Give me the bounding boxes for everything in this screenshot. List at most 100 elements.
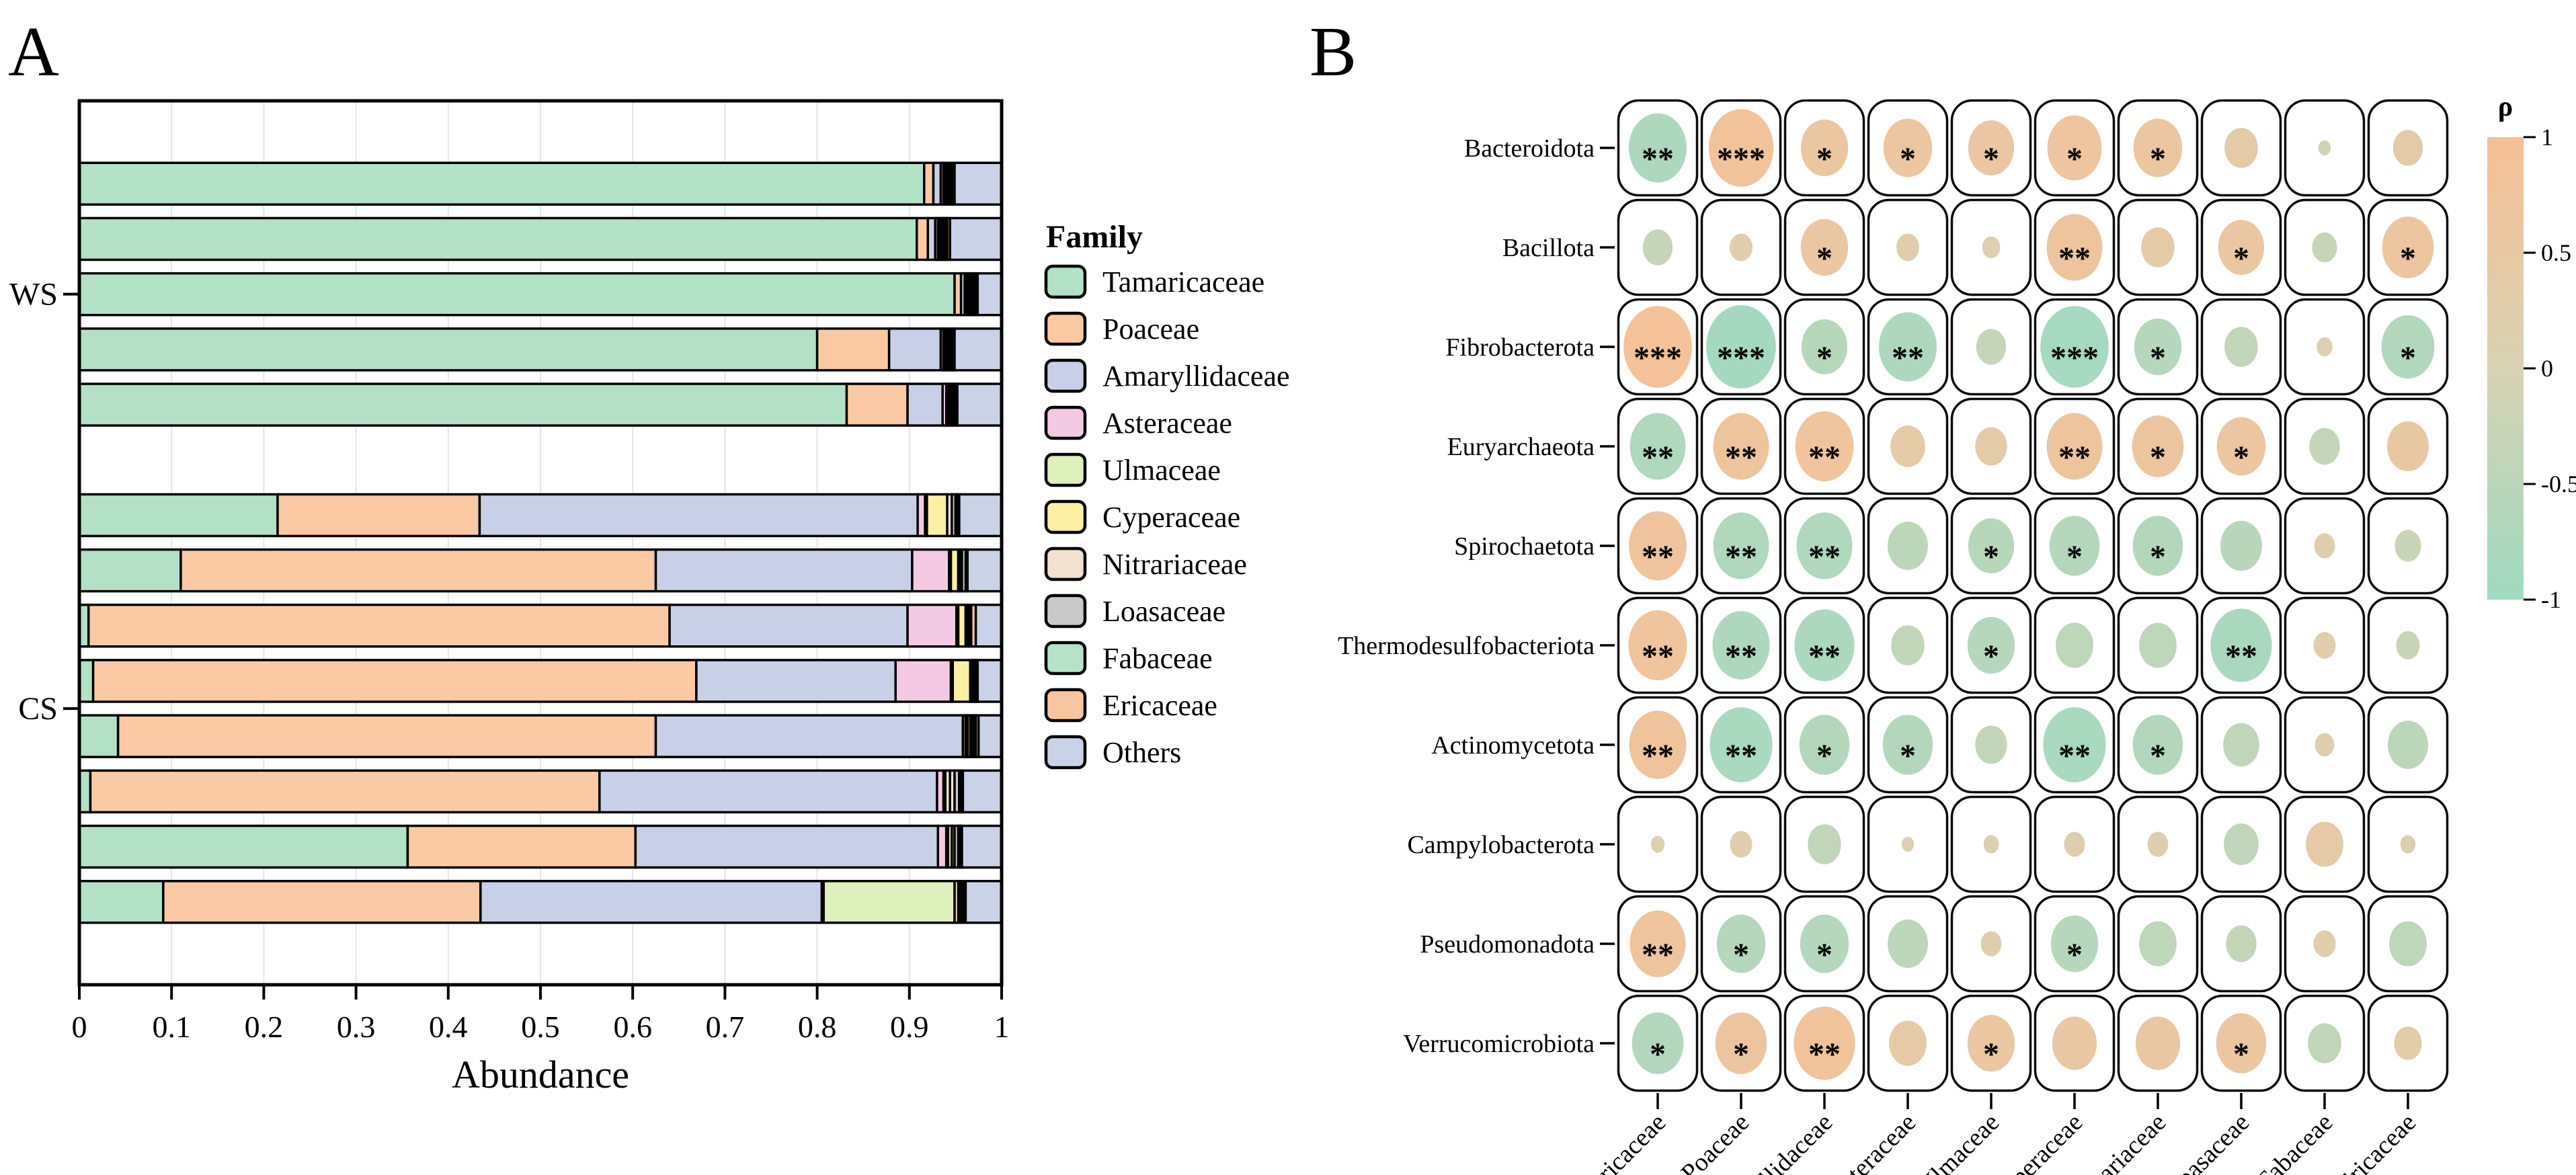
corr-cell xyxy=(1950,895,2032,993)
corr-cell: *** xyxy=(2034,298,2116,396)
col-label-asteraceae: Asteraceae xyxy=(1822,1108,1922,1175)
corr-bubble xyxy=(1890,425,1925,468)
significance-stars: * xyxy=(1650,1037,1666,1072)
corr-bubble xyxy=(2047,115,2102,181)
significance-stars: * xyxy=(2400,241,2416,276)
corr-cell xyxy=(2367,895,2449,993)
corr-bubble xyxy=(2056,622,2093,668)
corr-bubble xyxy=(2314,533,2335,559)
bar-segment-amaryllidaceae xyxy=(654,548,914,593)
bar-segment-others xyxy=(977,714,1003,758)
corr-bubble xyxy=(2313,930,2336,957)
x-tick-label: 0.6 xyxy=(613,1010,652,1044)
bar-segment-tamaricaceae xyxy=(78,879,165,924)
corr-cell: * xyxy=(1783,895,1865,993)
corr-cell xyxy=(2200,795,2282,893)
col-label-ericaceae: Ericaceae xyxy=(2331,1108,2421,1175)
x-tick-label: 0.4 xyxy=(429,1010,468,1044)
corr-bubble xyxy=(1896,233,1919,261)
corr-cell: *** xyxy=(1617,298,1699,396)
significance-stars: *** xyxy=(1717,141,1765,177)
corr-cell xyxy=(1950,795,2032,893)
bar-segment-amaryllidaceae xyxy=(668,604,909,648)
bar-segment-tamaricaceae xyxy=(78,824,409,869)
significance-stars: * xyxy=(1816,241,1833,276)
correlation-matrix-cells: ** *** * * * * ** ** * **** *** * ** *** * *** ** ** ** * **… xyxy=(1617,99,2449,1092)
corr-cell xyxy=(2284,596,2366,694)
corr-bubble xyxy=(2386,421,2429,472)
corr-cell xyxy=(2284,497,2366,595)
bar-segment-poaceae xyxy=(87,604,671,648)
bar-segment-amaryllidaceae xyxy=(634,824,940,869)
significance-stars: ** xyxy=(1808,539,1841,575)
bar-segment-others xyxy=(956,382,1003,427)
significance-stars: ** xyxy=(1808,639,1841,674)
bar-segment-others xyxy=(976,659,1003,703)
corr-bubble xyxy=(2308,1023,2341,1063)
legend-label-others: Others xyxy=(1102,736,1181,769)
corr-bubble xyxy=(2043,707,2106,782)
row-label-fibrobacterota: Fibrobacterota xyxy=(1445,333,1595,362)
corr-bubble xyxy=(2046,413,2103,480)
corr-cell: * xyxy=(1783,99,1865,197)
row-label-pseudomonadota: Pseudomonadota xyxy=(1420,930,1595,959)
corr-cell: * xyxy=(1783,198,1865,296)
corr-cell xyxy=(2367,99,2449,197)
corr-cell xyxy=(1867,198,1949,296)
corr-cell: ** xyxy=(1700,596,1782,694)
significance-stars: * xyxy=(1816,937,1833,973)
corr-cell: * xyxy=(2367,198,2449,296)
corr-cell: ** xyxy=(1783,994,1865,1092)
significance-stars: * xyxy=(1816,141,1833,177)
corr-cell: ** xyxy=(1617,397,1699,495)
significance-stars: * xyxy=(1900,738,1916,774)
corr-bubble xyxy=(1968,120,2015,175)
col-label-cyperaceae: Cyperaceae xyxy=(1984,1108,2088,1175)
corr-cell xyxy=(2117,596,2199,694)
corr-bubble xyxy=(2313,632,2336,659)
corr-bubble xyxy=(2312,232,2337,263)
stacked-bar-cs-9 xyxy=(78,659,1003,703)
bar-segment-poaceae xyxy=(162,879,482,924)
corr-cell: * xyxy=(2200,397,2282,495)
corr-bubble xyxy=(2224,823,2259,866)
corr-bubble xyxy=(1730,831,1753,858)
significance-stars: ** xyxy=(1642,738,1674,774)
significance-stars: *** xyxy=(1634,340,1682,376)
corr-cell: ** xyxy=(1617,895,1699,993)
corr-cell xyxy=(1867,397,1949,495)
bar-segment-tamaricaceae xyxy=(78,382,848,427)
corr-bubble xyxy=(2224,327,2258,367)
significance-stars: * xyxy=(2400,340,2416,376)
corr-bubble xyxy=(1980,931,2002,957)
significance-stars: ** xyxy=(2058,738,2091,774)
corr-bubble xyxy=(2309,428,2340,465)
corr-bubble xyxy=(1796,512,1853,579)
x-tick-label: 0.8 xyxy=(798,1010,837,1044)
corr-bubble xyxy=(1629,413,1686,480)
corr-bubble xyxy=(2147,832,2169,857)
bar-segment-poaceae xyxy=(116,714,657,758)
col-label-poaceae: Poaceae xyxy=(1676,1108,1755,1175)
legend-swatch-cyperaceae xyxy=(1044,499,1087,534)
corr-bubble xyxy=(1629,910,1686,977)
corr-bubble xyxy=(1623,306,1692,388)
significance-stars: ** xyxy=(1642,440,1674,475)
corr-bubble xyxy=(1629,711,1687,779)
corr-cell xyxy=(2284,397,2366,495)
corr-bubble xyxy=(1983,835,1999,854)
corr-bubble xyxy=(1800,914,1849,973)
x-tick-label: 0 xyxy=(72,1010,87,1044)
colorbar-tick-label: 1 xyxy=(2541,124,2553,151)
corr-bubble xyxy=(1629,113,1687,183)
x-axis-title: Abundance xyxy=(452,1053,629,1096)
rho-colorbar-title: ρ xyxy=(2498,91,2513,122)
abundance-axes: 0 0.1 0.2 0.3 0.4 0.5 0.6 0.7 0.8 0.9 1 WS CS xyxy=(9,277,1010,1044)
significance-stars: * xyxy=(2233,241,2249,276)
legend-label-fabaceae: Fabaceae xyxy=(1102,642,1213,675)
bar-segment-poaceae xyxy=(91,659,698,703)
legend-swatch-fabaceae xyxy=(1044,641,1087,676)
group-label-cs: CS xyxy=(18,691,58,727)
significance-stars: *** xyxy=(1717,340,1765,376)
